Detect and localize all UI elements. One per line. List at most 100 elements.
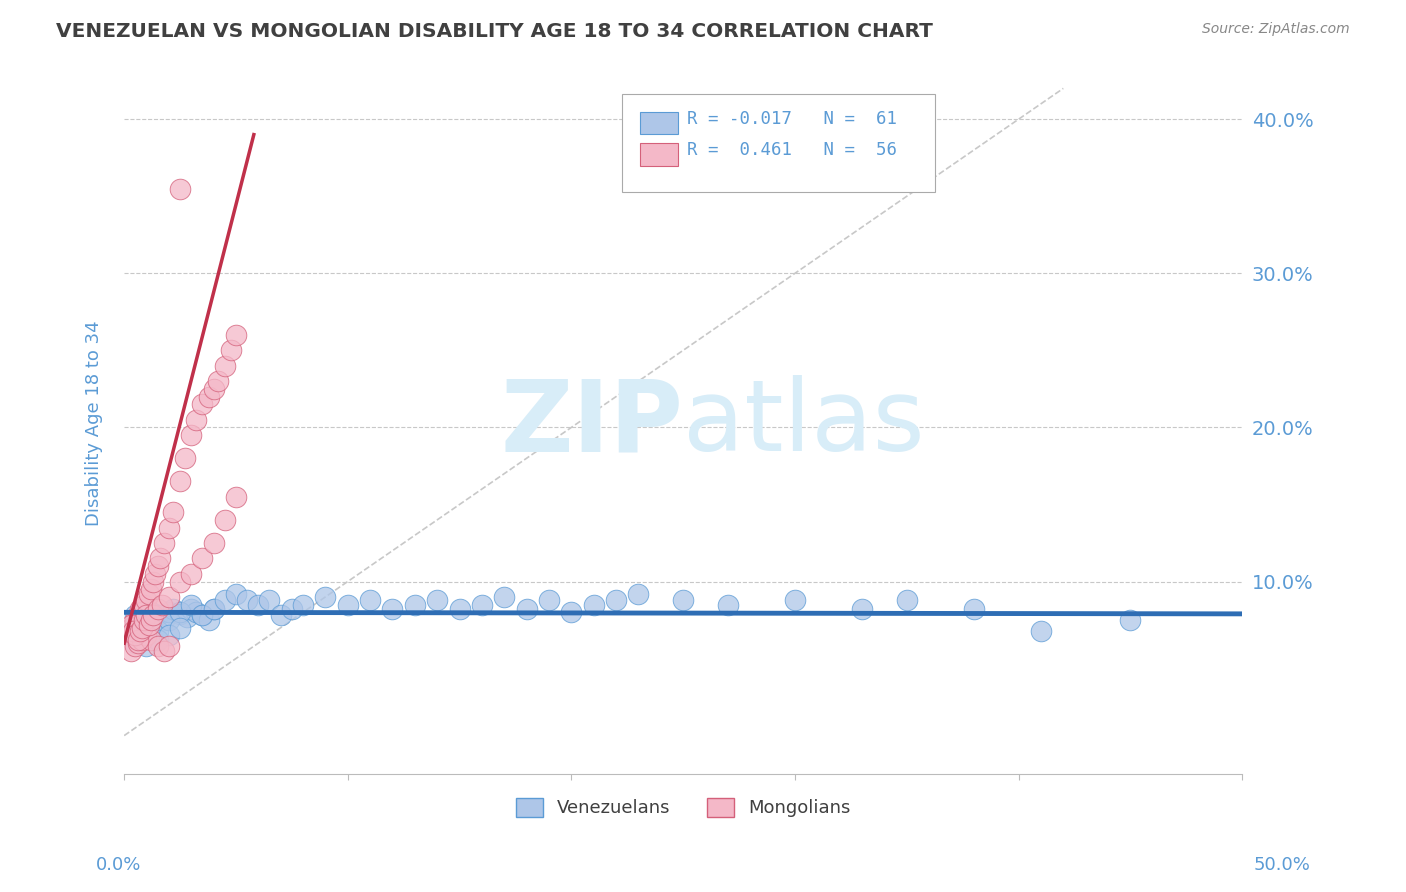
Point <box>184 605 207 619</box>
Legend: Venezuelans, Mongolians: Venezuelans, Mongolians <box>509 791 858 825</box>
FancyBboxPatch shape <box>640 112 678 134</box>
Point <box>184 413 207 427</box>
Point <box>270 608 292 623</box>
Point <box>122 624 145 638</box>
Point <box>214 359 236 373</box>
Point <box>162 505 184 519</box>
Point <box>180 598 202 612</box>
Text: 0.0%: 0.0% <box>96 856 141 874</box>
Point <box>191 608 214 623</box>
Point <box>221 343 243 358</box>
Point <box>236 593 259 607</box>
Point <box>207 374 229 388</box>
Point <box>124 628 146 642</box>
Point <box>202 602 225 616</box>
Point <box>173 451 195 466</box>
Point <box>145 566 167 581</box>
Point <box>426 593 449 607</box>
Point <box>180 428 202 442</box>
Text: R = -0.017   N =  61: R = -0.017 N = 61 <box>686 110 897 128</box>
Point <box>153 644 176 658</box>
Point <box>142 608 165 623</box>
Point <box>191 608 214 623</box>
Point <box>191 551 214 566</box>
Text: Source: ZipAtlas.com: Source: ZipAtlas.com <box>1202 22 1350 37</box>
Point <box>494 590 516 604</box>
Point <box>135 628 157 642</box>
Point <box>516 602 538 616</box>
Point <box>131 613 153 627</box>
Point <box>202 602 225 616</box>
Point <box>150 598 173 612</box>
Text: atlas: atlas <box>683 375 925 472</box>
Point <box>169 475 191 489</box>
Point <box>138 617 160 632</box>
Point <box>134 613 156 627</box>
Point <box>157 628 180 642</box>
Point <box>896 593 918 607</box>
Point <box>336 598 359 612</box>
Point <box>135 628 157 642</box>
Point <box>180 602 202 616</box>
Point <box>146 624 169 638</box>
Point <box>146 602 169 616</box>
Point <box>131 633 153 648</box>
Point <box>717 598 740 612</box>
Point <box>139 617 162 632</box>
Point <box>135 593 157 607</box>
Point <box>169 574 191 589</box>
Point <box>153 613 176 627</box>
Point <box>169 605 191 619</box>
Point <box>359 593 381 607</box>
Point <box>139 613 162 627</box>
Point <box>157 520 180 534</box>
Point <box>225 328 247 343</box>
Point <box>157 613 180 627</box>
Text: ZIP: ZIP <box>501 375 683 472</box>
Point <box>537 593 560 607</box>
Point <box>198 613 221 627</box>
FancyBboxPatch shape <box>621 94 935 192</box>
Point <box>157 590 180 604</box>
Point <box>281 602 304 616</box>
Point <box>146 608 169 623</box>
Point <box>582 598 605 612</box>
Point <box>131 621 153 635</box>
Point <box>135 639 157 653</box>
Point <box>139 605 162 619</box>
Point <box>471 598 494 612</box>
Point <box>138 587 160 601</box>
Point <box>214 593 236 607</box>
Point <box>127 636 149 650</box>
Point <box>139 633 162 648</box>
Point <box>404 598 426 612</box>
Point <box>381 602 404 616</box>
Point <box>783 593 806 607</box>
Point <box>191 397 214 411</box>
Point <box>605 593 627 607</box>
Point <box>449 602 471 616</box>
Point <box>314 590 336 604</box>
Point <box>127 608 149 623</box>
Point <box>157 639 180 653</box>
Point <box>131 605 153 619</box>
Point <box>124 613 146 627</box>
Point <box>963 602 986 616</box>
Point <box>672 593 695 607</box>
Text: 50.0%: 50.0% <box>1254 856 1310 874</box>
Point <box>627 587 650 601</box>
Point <box>146 559 169 574</box>
Point <box>202 382 225 396</box>
Text: VENEZUELAN VS MONGOLIAN DISABILITY AGE 18 TO 34 CORRELATION CHART: VENEZUELAN VS MONGOLIAN DISABILITY AGE 1… <box>56 22 934 41</box>
Point <box>153 536 176 550</box>
Point <box>225 490 247 504</box>
Point <box>142 574 165 589</box>
Point <box>292 598 315 612</box>
FancyBboxPatch shape <box>640 143 678 166</box>
Point <box>127 633 149 648</box>
Point <box>124 639 146 653</box>
Point <box>1029 624 1052 638</box>
Text: R =  0.461   N =  56: R = 0.461 N = 56 <box>686 141 897 159</box>
Point <box>120 621 142 635</box>
Point <box>128 602 150 616</box>
